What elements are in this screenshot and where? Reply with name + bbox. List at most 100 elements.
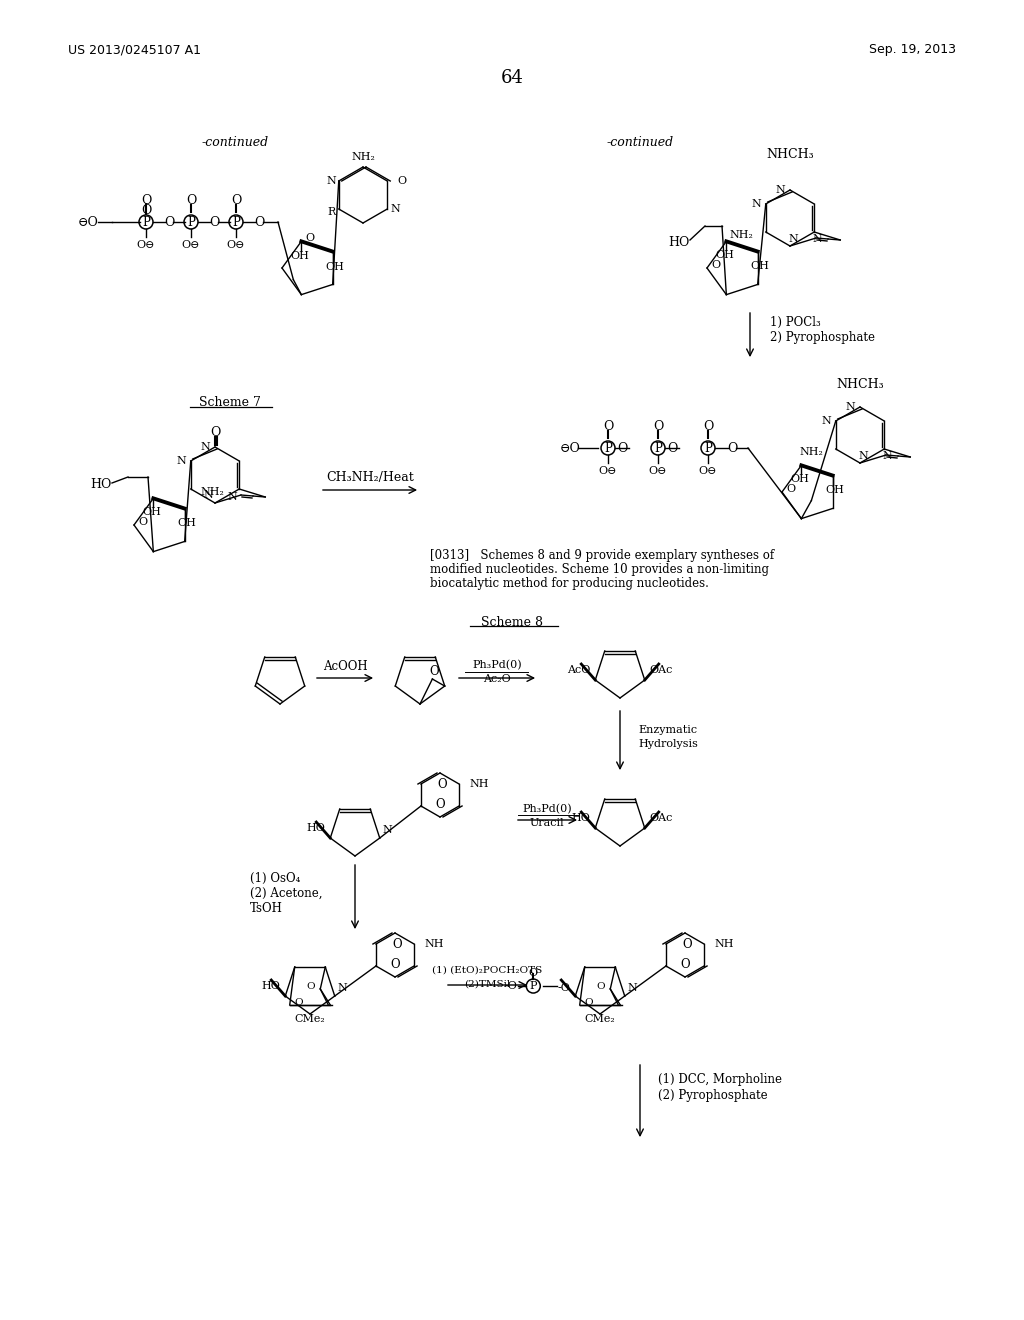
Text: NH: NH bbox=[424, 939, 443, 949]
Text: O: O bbox=[682, 939, 692, 952]
Text: (1) OsO₄: (1) OsO₄ bbox=[250, 871, 300, 884]
Text: NH: NH bbox=[714, 939, 733, 949]
Text: N: N bbox=[883, 451, 892, 461]
Text: 1) POCl₃: 1) POCl₃ bbox=[770, 315, 821, 329]
Text: P: P bbox=[529, 981, 537, 991]
Text: NH₂: NH₂ bbox=[201, 487, 224, 498]
Text: TsOH: TsOH bbox=[250, 902, 283, 915]
Text: N: N bbox=[383, 825, 392, 836]
Text: (2) Pyrophosphate: (2) Pyrophosphate bbox=[658, 1089, 768, 1102]
Text: N: N bbox=[176, 455, 185, 466]
Text: O: O bbox=[138, 517, 147, 527]
Text: O: O bbox=[597, 982, 605, 991]
Text: NH₂: NH₂ bbox=[800, 447, 823, 457]
Text: [0313]   Schemes 8 and 9 provide exemplary syntheses of: [0313] Schemes 8 and 9 provide exemplary… bbox=[430, 549, 774, 562]
Text: NHCH₃: NHCH₃ bbox=[837, 379, 884, 392]
Text: O: O bbox=[667, 441, 677, 454]
Text: AcOOH: AcOOH bbox=[323, 660, 368, 673]
Text: O: O bbox=[585, 998, 593, 1007]
Text: N: N bbox=[326, 176, 336, 186]
Text: O: O bbox=[392, 939, 401, 952]
Text: OH: OH bbox=[825, 484, 844, 495]
Text: OH: OH bbox=[177, 517, 196, 528]
Text: P: P bbox=[654, 441, 662, 454]
Text: N: N bbox=[338, 983, 347, 993]
Text: O: O bbox=[141, 203, 152, 216]
Text: O: O bbox=[305, 234, 314, 243]
Text: O: O bbox=[702, 420, 713, 433]
Text: N: N bbox=[390, 205, 400, 214]
Text: O: O bbox=[727, 441, 737, 454]
Text: N: N bbox=[751, 199, 761, 209]
Text: O: O bbox=[230, 194, 242, 206]
Text: N: N bbox=[775, 185, 785, 195]
Text: -continued: -continued bbox=[606, 136, 674, 149]
Text: N: N bbox=[821, 416, 830, 426]
Text: N: N bbox=[845, 403, 855, 412]
Text: O: O bbox=[254, 215, 264, 228]
Text: OH: OH bbox=[142, 507, 161, 517]
Text: R: R bbox=[328, 207, 336, 216]
Text: ⊖O: ⊖O bbox=[78, 215, 98, 228]
Text: O: O bbox=[528, 968, 538, 978]
Text: NHCH₃: NHCH₃ bbox=[766, 149, 814, 161]
Text: O: O bbox=[429, 664, 439, 677]
Text: (2) Acetone,: (2) Acetone, bbox=[250, 887, 323, 899]
Text: O: O bbox=[653, 420, 664, 433]
Text: P: P bbox=[705, 441, 712, 454]
Text: O: O bbox=[711, 260, 720, 271]
Text: NH: NH bbox=[469, 779, 488, 789]
Text: O⊖: O⊖ bbox=[599, 466, 617, 477]
Text: ⊖O: ⊖O bbox=[559, 441, 581, 454]
Text: CMe₂: CMe₂ bbox=[585, 1014, 615, 1024]
Text: O⊖: O⊖ bbox=[698, 466, 717, 477]
Text: 2) Pyrophosphate: 2) Pyrophosphate bbox=[770, 331, 874, 345]
Text: O: O bbox=[603, 420, 613, 433]
Text: CMe₂: CMe₂ bbox=[295, 1014, 326, 1024]
Text: P: P bbox=[187, 215, 195, 228]
Text: O⊖: O⊖ bbox=[649, 466, 668, 477]
Text: N: N bbox=[788, 234, 798, 244]
Text: O: O bbox=[390, 958, 399, 972]
Text: HO: HO bbox=[261, 981, 281, 991]
Text: O⊖: O⊖ bbox=[137, 240, 156, 249]
Text: O: O bbox=[185, 194, 197, 206]
Text: Uracil: Uracil bbox=[529, 818, 564, 828]
Text: AcO: AcO bbox=[567, 665, 590, 675]
Text: P: P bbox=[142, 215, 150, 228]
Text: O⊖: O⊖ bbox=[181, 240, 201, 249]
Text: O: O bbox=[786, 484, 795, 494]
Text: O: O bbox=[680, 958, 690, 972]
Text: HO: HO bbox=[306, 824, 326, 833]
Text: Scheme 8: Scheme 8 bbox=[481, 615, 543, 628]
Text: -O: -O bbox=[505, 981, 517, 991]
Text: O: O bbox=[616, 441, 627, 454]
Text: Enzymatic: Enzymatic bbox=[638, 725, 697, 735]
Text: Sep. 19, 2013: Sep. 19, 2013 bbox=[869, 44, 956, 57]
Text: O: O bbox=[210, 426, 220, 440]
Text: N: N bbox=[203, 490, 213, 500]
Text: HO: HO bbox=[669, 236, 690, 249]
Text: -O: -O bbox=[557, 983, 570, 993]
Text: N: N bbox=[858, 451, 868, 461]
Text: -continued: -continued bbox=[202, 136, 268, 149]
Text: Hydrolysis: Hydrolysis bbox=[638, 739, 698, 748]
Text: OH: OH bbox=[326, 261, 344, 272]
Text: O⊖: O⊖ bbox=[226, 240, 246, 249]
Text: OH: OH bbox=[715, 251, 734, 260]
Text: P: P bbox=[232, 215, 240, 228]
Text: OH: OH bbox=[751, 260, 769, 271]
Text: Ac₂O: Ac₂O bbox=[483, 675, 511, 684]
Text: OAc: OAc bbox=[649, 813, 673, 824]
Text: NH₂: NH₂ bbox=[351, 152, 375, 162]
Text: (2)TMSil: (2)TMSil bbox=[464, 979, 510, 989]
Text: modified nucleotides. Scheme 10 provides a non-limiting: modified nucleotides. Scheme 10 provides… bbox=[430, 564, 769, 577]
Text: biocatalytic method for producing nucleotides.: biocatalytic method for producing nucleo… bbox=[430, 578, 709, 590]
Text: O: O bbox=[437, 779, 446, 792]
Text: N: N bbox=[628, 983, 638, 993]
Text: O: O bbox=[209, 215, 219, 228]
Text: OH: OH bbox=[790, 474, 809, 484]
Text: N: N bbox=[227, 492, 238, 502]
Text: NH₂: NH₂ bbox=[730, 230, 754, 240]
Text: O: O bbox=[397, 176, 407, 186]
